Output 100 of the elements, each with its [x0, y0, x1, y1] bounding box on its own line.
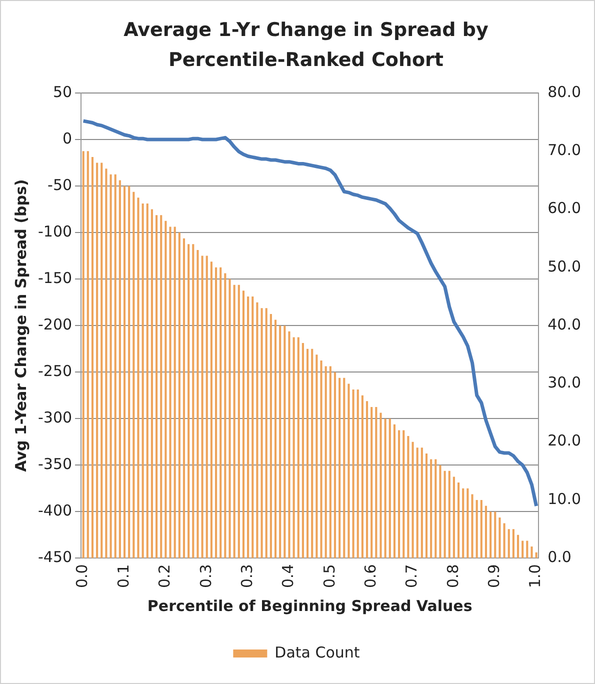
- bar: [535, 552, 538, 558]
- bar: [503, 523, 506, 558]
- bar: [206, 256, 208, 558]
- bar: [297, 337, 300, 558]
- bar: [462, 488, 464, 558]
- bar: [100, 162, 103, 558]
- x-tick-label: 0.4: [279, 564, 298, 588]
- y-tick-label: -300: [38, 408, 72, 426]
- y-tick-label: -200: [38, 315, 72, 334]
- x-tick-label: 0.2: [156, 564, 174, 588]
- bar: [214, 267, 218, 558]
- bar: [192, 244, 194, 558]
- y-tick-label: -450: [38, 548, 72, 566]
- bar: [306, 348, 309, 558]
- bar: [412, 442, 414, 558]
- x-axis-title: Percentile of Beginning Spread Values: [147, 596, 472, 615]
- bar: [508, 529, 510, 558]
- bar: [288, 331, 290, 558]
- bar: [324, 366, 327, 558]
- bar: [466, 488, 469, 558]
- bar: [484, 506, 488, 558]
- bar: [384, 418, 386, 558]
- bar: [407, 436, 410, 558]
- bar: [494, 512, 496, 558]
- bar: [137, 198, 140, 558]
- bar: [516, 534, 520, 558]
- y2-tick-label: 0.0: [548, 548, 572, 566]
- y-tick-label: 0: [62, 129, 72, 148]
- bar: [169, 226, 172, 558]
- bar: [458, 482, 460, 558]
- bar: [498, 517, 501, 558]
- y2-tick-label: 30.0: [548, 374, 582, 392]
- bar: [233, 284, 236, 558]
- bar: [398, 430, 400, 558]
- bar: [356, 390, 359, 558]
- bar: [334, 372, 336, 558]
- bar: [530, 546, 533, 558]
- y2-tick-label: 80.0: [548, 82, 582, 101]
- bar: [242, 290, 245, 558]
- bar: [118, 180, 121, 558]
- bar: [228, 279, 231, 558]
- bar: [182, 238, 186, 558]
- bar: [270, 314, 272, 558]
- bar: [380, 412, 382, 558]
- x-tick-label: 0.9: [485, 564, 504, 588]
- x-tick-label: 0.5: [320, 564, 338, 588]
- bar: [311, 348, 314, 558]
- bar: [252, 296, 254, 558]
- bar: [420, 448, 423, 558]
- bar: [156, 215, 158, 558]
- bar: [160, 215, 162, 558]
- y2-tick-label: 60.0: [548, 199, 582, 218]
- bar: [444, 470, 446, 558]
- bar: [480, 500, 482, 558]
- bar: [91, 156, 94, 558]
- y-tick-label: -150: [38, 268, 72, 287]
- y-tick-label: -400: [38, 502, 72, 520]
- bar: [142, 203, 144, 558]
- bar: [366, 401, 368, 558]
- bar: [302, 343, 304, 558]
- bar: [265, 308, 268, 558]
- bar: [425, 453, 428, 558]
- x-tick-label: 1.0: [526, 564, 544, 588]
- bar: [86, 151, 89, 558]
- x-tick-label: 0.0: [73, 564, 92, 588]
- y-tick-label: -350: [38, 455, 72, 474]
- bar: [375, 406, 378, 558]
- bar: [247, 296, 250, 558]
- x-tick-label: 0.1: [114, 564, 132, 588]
- x-tick-label: 0.3: [238, 564, 256, 588]
- bar: [320, 360, 322, 558]
- bar: [188, 244, 190, 558]
- x-tick-label: 0.6: [361, 564, 380, 588]
- bar: [439, 465, 442, 558]
- bar: [210, 262, 212, 558]
- y-tick-label: -100: [38, 222, 72, 240]
- bar: [329, 366, 332, 558]
- bar: [114, 174, 116, 558]
- bar: [260, 308, 263, 558]
- bar: [512, 529, 514, 558]
- bar: [123, 186, 126, 558]
- bar: [490, 512, 492, 558]
- bar: [164, 220, 167, 558]
- bar: [279, 326, 282, 558]
- bar: [526, 540, 528, 558]
- bar: [452, 476, 455, 558]
- bar: [348, 384, 350, 558]
- bar: [434, 459, 437, 558]
- y2-tick-label: 70.0: [548, 141, 582, 160]
- bar: [220, 267, 222, 558]
- bar: [150, 209, 153, 558]
- bar: [110, 174, 112, 558]
- bar: [448, 470, 450, 558]
- bar: [224, 273, 226, 558]
- chart-title: Average 1-Yr Change in Spread by Percentile-Ranked Cohort: [122, 18, 490, 73]
- y-tick-label: 50: [52, 82, 72, 101]
- bar: [338, 378, 341, 558]
- bar: [274, 320, 277, 558]
- y2-tick-label: 50.0: [548, 257, 582, 276]
- bar: [256, 302, 258, 558]
